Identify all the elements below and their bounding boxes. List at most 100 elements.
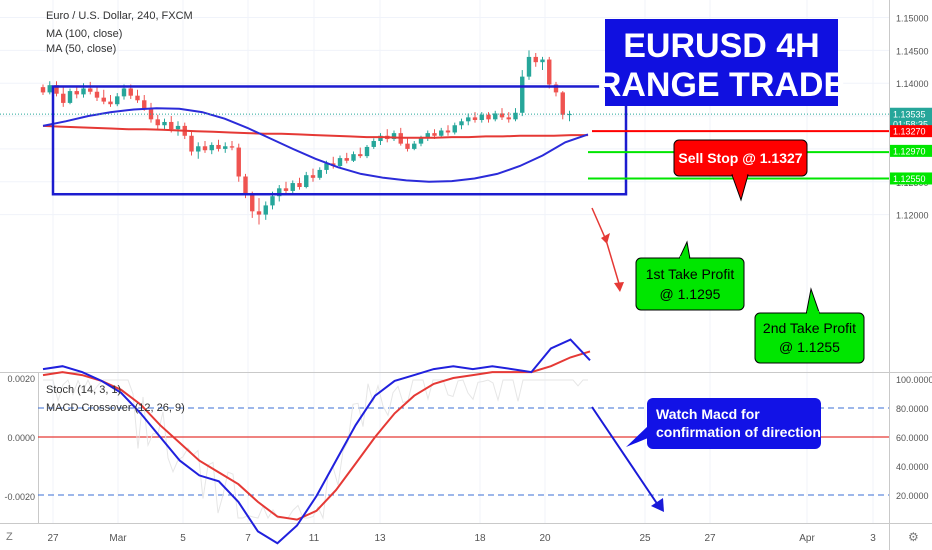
candle-body [553, 84, 559, 93]
timezone-toggle[interactable]: Z [6, 531, 13, 543]
candle-body [344, 158, 349, 161]
symbol-title: Euro / U.S. Dollar, 240, FXCM [46, 10, 193, 22]
tp2-label-2: @ 1.1255 [779, 339, 840, 355]
candle-body [283, 188, 289, 191]
candle-body [47, 85, 52, 93]
candle-body [155, 119, 160, 126]
candle-body [128, 88, 133, 96]
ma100-line [42, 124, 588, 139]
price-tick-label: 1.12000 [896, 211, 929, 221]
settings-gear-icon[interactable]: ⚙ [908, 530, 919, 544]
title-box[interactable] [605, 19, 838, 106]
candle-body [493, 113, 498, 120]
time-tick-label: 7 [245, 533, 251, 544]
time-tick-label: 13 [374, 533, 386, 544]
candle-body [135, 95, 140, 101]
price-label-text: 1.12970 [893, 146, 926, 156]
candle-body [358, 154, 363, 157]
range-box[interactable] [51, 85, 628, 196]
candle-body [223, 146, 228, 149]
candle-body [486, 114, 491, 120]
candle-body [250, 193, 255, 212]
tp1-label-1: 1st Take Profit [646, 266, 735, 282]
candle-body [94, 91, 100, 98]
time-tick-label: 5 [180, 533, 186, 544]
candle-body [108, 101, 113, 105]
candle-body [378, 135, 383, 142]
price-label-text: 1.12550 [893, 174, 926, 184]
macd-tick-label: 0.0000 [7, 433, 35, 443]
candle-body [337, 158, 343, 166]
candle-body [547, 59, 552, 85]
macd-projection-arrowhead [651, 498, 664, 512]
time-axis[interactable]: 27 Mar 5 7 11 13 18 20 25 27 Apr 3 [47, 533, 876, 544]
candle-body [324, 163, 329, 170]
main-legend[interactable]: Euro / U.S. Dollar, 240, FXCM MA (100, c… [46, 10, 193, 55]
candle-body [499, 113, 505, 118]
price-label-tag [890, 117, 932, 130]
stoch-tick-label: 80.0000 [896, 404, 929, 414]
stoch-legend: Stoch (14, 3, 1) [46, 384, 121, 396]
watch-macd-line-1: Watch Macd for [656, 406, 760, 422]
stoch-tick-label: 100.0000 [896, 375, 932, 385]
candle-body [520, 76, 525, 113]
price-axis[interactable]: 1.150001.145001.140001.135001.130001.125… [890, 14, 932, 221]
candle-body [40, 87, 46, 93]
price-label-tag [890, 107, 932, 120]
price-label-text: 01:58:35 [893, 119, 928, 129]
macd-projection-arrow [591, 406, 661, 509]
watch-macd-callout[interactable]: Watch Macd for confirmation of direction [626, 398, 821, 449]
time-tick-label: 20 [539, 533, 551, 544]
candle-body [364, 146, 370, 157]
time-tick-label: Mar [109, 533, 127, 544]
candle-body [418, 138, 424, 144]
price-label-tag [890, 172, 932, 185]
candle-body [142, 100, 147, 109]
candle-body [317, 169, 322, 178]
candle-body [432, 133, 437, 136]
candle-body [216, 144, 221, 149]
price-label-tag [890, 125, 932, 138]
candle-body [391, 133, 397, 140]
stoch-tick-label: 60.0000 [896, 433, 929, 443]
macd-legend[interactable]: Stoch (14, 3, 1) MACD Crossover (12, 26,… [46, 384, 185, 414]
price-tick-label: 1.14500 [896, 46, 929, 56]
candle-body [81, 88, 86, 95]
title-line-2: RANGE TRADE [597, 66, 846, 104]
take-profit-2-callout[interactable]: 2nd Take Profit @ 1.1255 [754, 287, 865, 364]
candle-body [405, 143, 410, 149]
price-label-tag [890, 144, 932, 157]
candle-body [533, 56, 538, 63]
time-tick-label: 18 [474, 533, 486, 544]
stoch-tick-label: 40.0000 [896, 462, 929, 472]
candle-body [439, 130, 444, 136]
candle-body [67, 91, 73, 103]
price-tick-label: 1.15000 [896, 14, 929, 24]
projection-arrowhead-2 [614, 282, 624, 292]
candle-body [88, 88, 93, 92]
candle-body [101, 97, 106, 102]
candle-body [351, 154, 356, 161]
candle-body [371, 141, 376, 147]
take-profit-1-callout[interactable]: 1st Take Profit @ 1.1295 [635, 240, 745, 311]
candle-body [472, 117, 478, 120]
candle-body [459, 121, 464, 126]
candle-body [115, 96, 120, 105]
candle-body [479, 114, 484, 120]
candle-body [202, 146, 208, 151]
candle-body [304, 175, 309, 188]
macd-tick-label: 0.0020 [7, 374, 35, 384]
price-label-text: 1.13270 [893, 127, 926, 137]
sell-stop-callout[interactable]: Sell Stop @ 1.1327 [673, 139, 808, 202]
candle-body [236, 147, 241, 177]
candle-body [196, 146, 201, 152]
candle-body [412, 143, 417, 149]
candle-body [256, 211, 262, 215]
candle-body [526, 56, 532, 77]
ma50-legend: MA (50, close) [46, 43, 116, 55]
macd-right-axis: 100.0000 80.0000 60.0000 40.0000 20.0000 [896, 375, 932, 501]
time-tick-label: 11 [309, 533, 320, 544]
price-label-text: 1.13535 [893, 109, 926, 119]
projection-arrowhead-1 [601, 233, 610, 244]
